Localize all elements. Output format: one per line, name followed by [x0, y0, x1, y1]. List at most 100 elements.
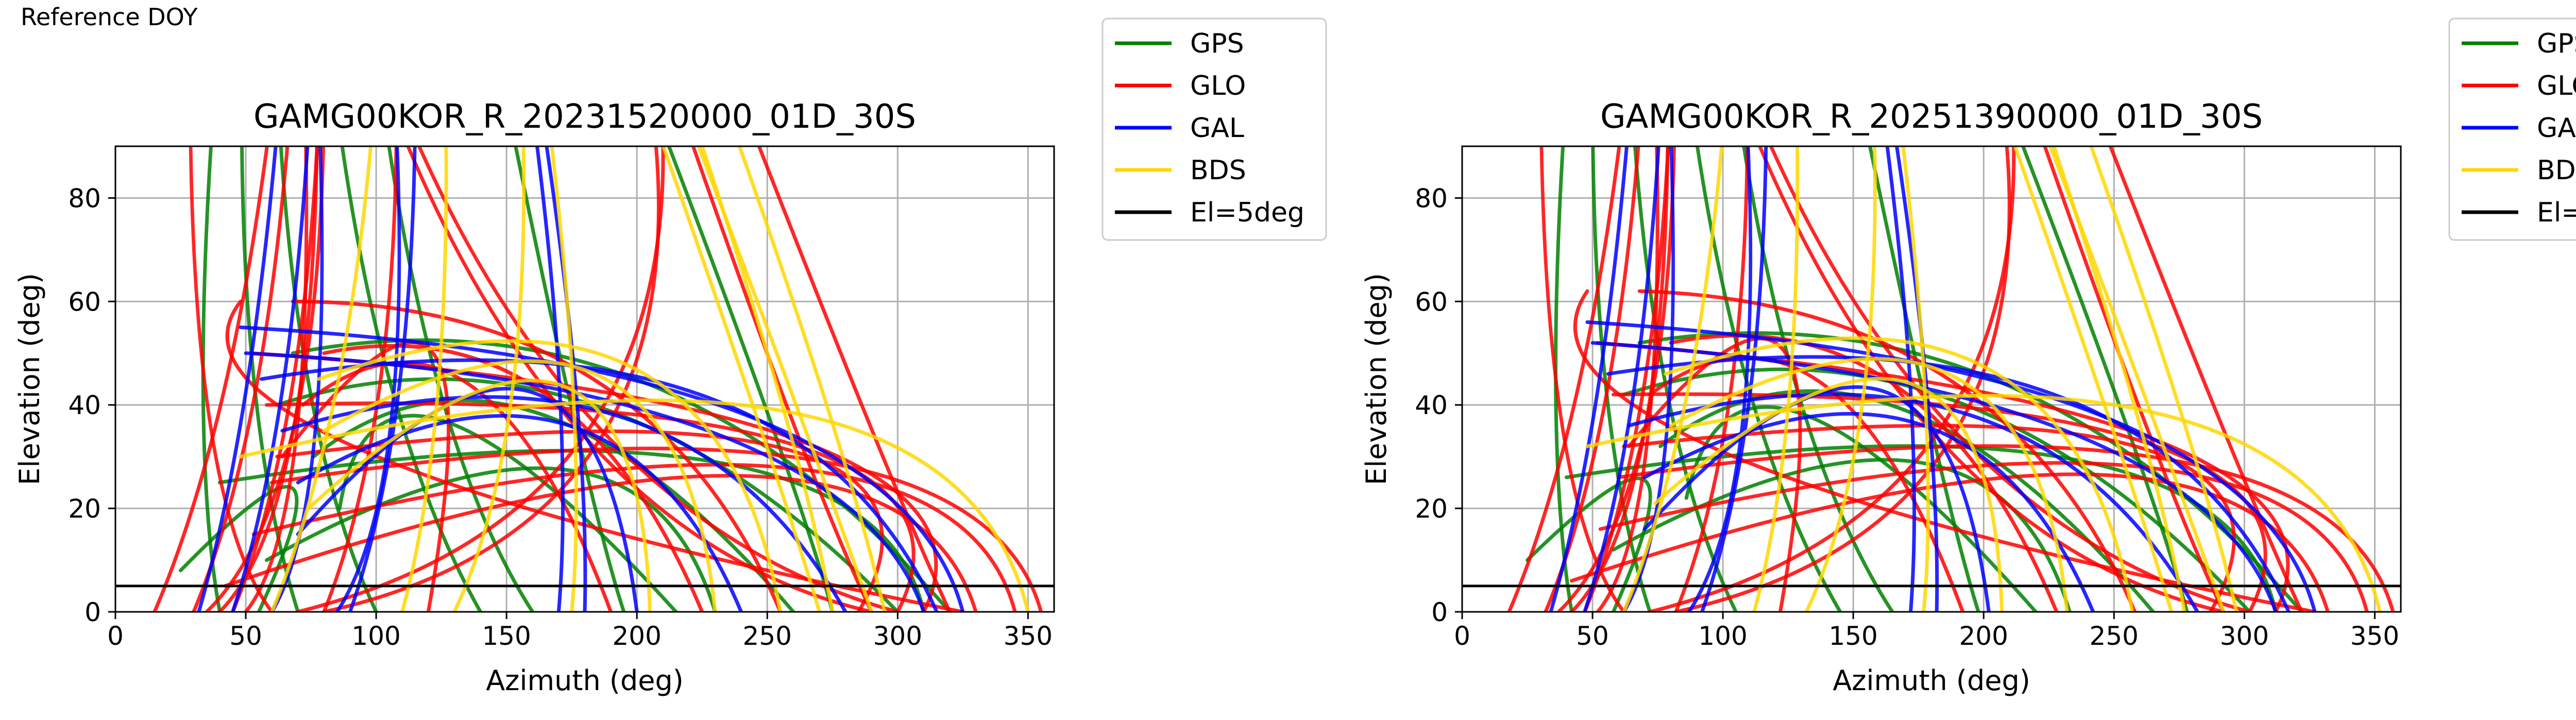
track-gal	[1549, 146, 1629, 612]
track-bds	[1622, 146, 1724, 612]
track-gps	[387, 146, 535, 612]
track-gps	[1695, 146, 1842, 612]
track-gal	[545, 146, 587, 612]
track-glo	[1573, 289, 2317, 612]
track-glo	[192, 146, 290, 612]
track-gal	[1585, 320, 2317, 612]
track-bds	[1653, 376, 2004, 612]
legend: GPS GLO GAL BDS El=5deg	[1101, 18, 1327, 241]
x-tick-label: 350	[2350, 621, 2399, 651]
track-glo	[1622, 423, 2236, 612]
track-glo	[189, 146, 274, 612]
y-tick-label: 0	[1431, 597, 1448, 627]
track-glo	[1583, 146, 1670, 612]
track-gal	[259, 358, 939, 612]
legend-label: BDS	[1190, 155, 1246, 186]
track-gal	[270, 146, 324, 612]
y-axis-label: Elevation (deg)	[13, 273, 46, 485]
x-tick-label: 200	[613, 621, 662, 651]
track-glo	[1556, 146, 1676, 612]
track-gal	[1622, 146, 1675, 612]
track-gps	[514, 146, 626, 612]
track-glo	[1539, 146, 1626, 612]
track-bds	[661, 146, 821, 612]
y-axis-label: Elevation (deg)	[1360, 273, 1393, 485]
track-gps	[240, 146, 300, 612]
track-glo	[249, 351, 938, 612]
y-tick-label: 80	[1415, 183, 1448, 213]
track-glo	[2108, 146, 2304, 612]
x-tick-label: 300	[873, 621, 922, 651]
track-glo	[231, 146, 319, 612]
x-axis-label: Azimuth (deg)	[486, 664, 684, 697]
x-tick-label: 250	[743, 621, 792, 651]
track-gal	[1642, 385, 1991, 612]
legend-label: GAL	[1190, 113, 1244, 144]
y-tick-label: 20	[1415, 494, 1448, 524]
track-gps	[1742, 146, 1894, 612]
track-bds	[737, 146, 887, 612]
track-bds	[239, 398, 1030, 612]
track-glo	[1648, 146, 2016, 612]
x-tick-label: 100	[351, 621, 400, 651]
x-tick-label: 50	[229, 621, 262, 651]
track-bds	[697, 146, 874, 612]
legend-box	[1101, 18, 1327, 241]
x-tick-label: 350	[1004, 621, 1053, 651]
track-bds	[270, 146, 373, 612]
track-bds	[2013, 146, 2174, 612]
track-glo	[1570, 146, 1670, 612]
track-gps	[340, 146, 483, 612]
x-tick-label: 50	[1576, 621, 1609, 651]
y-tick-label: 80	[68, 183, 101, 213]
legend: GPS GLO GAL BDS El=5deg	[2448, 18, 2576, 241]
track-bds	[700, 146, 835, 612]
track-glo	[1637, 289, 2137, 612]
satellite-tracks	[152, 146, 1043, 612]
y-tick-label: 60	[1415, 287, 1448, 317]
track-glo	[322, 146, 660, 612]
track-glo	[223, 474, 978, 612]
plot-frame	[1461, 145, 2402, 613]
track-gps	[1554, 146, 1574, 612]
track-glo	[1674, 146, 2011, 612]
track-gps	[1658, 389, 2155, 612]
track-glo	[1596, 146, 1659, 612]
track-gal	[535, 146, 565, 612]
legend-label: GLO	[1190, 71, 1246, 101]
elevation-chart-2025: 0 50 100 150 200 250 300 350 0 20 40 60 80 GAMG00KOR_…	[1360, 18, 2576, 697]
x-tick-label: 200	[1959, 621, 2008, 651]
track-glo	[1674, 146, 1750, 612]
track-bds	[400, 146, 448, 612]
track-gal	[296, 387, 639, 612]
track-gps	[179, 485, 299, 612]
track-glo	[1570, 472, 2330, 612]
track-bds	[2052, 146, 2187, 612]
legend-label: GAL	[2537, 113, 2576, 144]
track-gal	[1642, 412, 2095, 612]
y-tick-label: 40	[68, 390, 101, 420]
track-bds	[1669, 357, 2069, 612]
track-bds	[317, 339, 783, 612]
track-gal	[296, 414, 743, 612]
track-gal	[197, 146, 278, 612]
track-glo	[280, 340, 451, 612]
track-glo	[265, 401, 916, 612]
x-tick-label: 300	[2220, 621, 2269, 651]
track-gps	[1564, 444, 2278, 612]
track-bds	[1752, 146, 1800, 612]
legend-label: El=5deg	[2537, 197, 2576, 228]
legend-label: GPS	[2537, 28, 2576, 59]
track-gal	[335, 146, 401, 612]
satellite-tracks	[1507, 146, 2395, 612]
track-glo	[691, 146, 874, 612]
track-glo	[1544, 146, 1640, 612]
track-bds	[452, 146, 526, 612]
legend-label: BDS	[2537, 155, 2576, 186]
track-gal	[348, 146, 417, 612]
page-title: Reference DOY	[21, 3, 198, 31]
track-bds	[2089, 146, 2239, 612]
track-glo	[296, 146, 665, 612]
x-tick-label: 0	[107, 621, 124, 651]
track-glo	[205, 146, 325, 612]
